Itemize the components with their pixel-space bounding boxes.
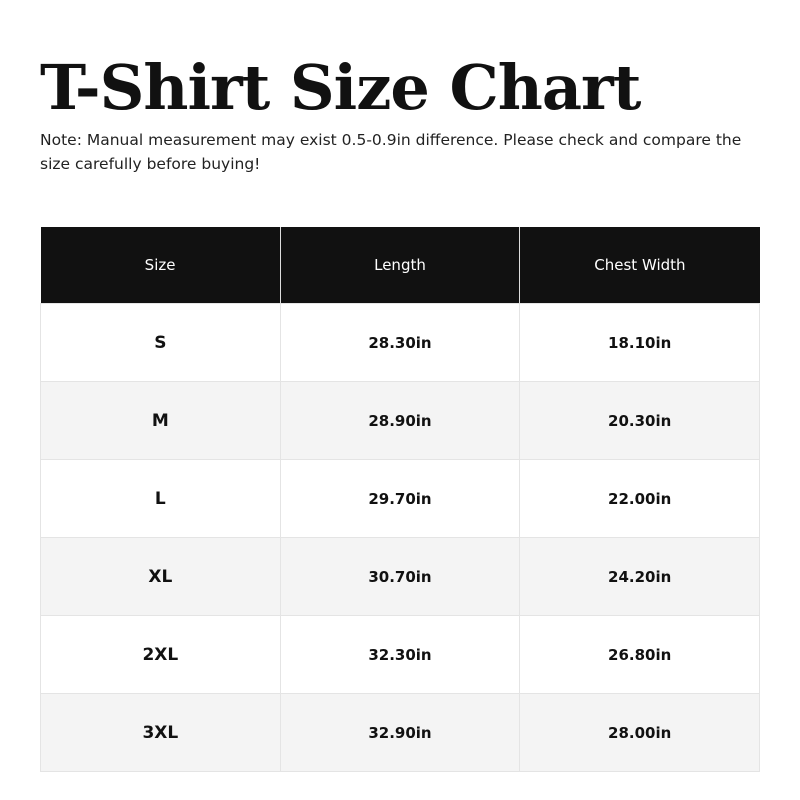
- header-chest-width: Chest Width: [519, 227, 760, 304]
- size-chart-table: Size Length Chest Width S 28.30in 18.10in M…: [40, 227, 760, 772]
- cell-size: S: [40, 303, 281, 382]
- table-row: 3XL 32.90in 28.00in: [40, 693, 760, 772]
- cell-chest-width: 26.80in: [519, 615, 760, 694]
- cell-chest-width: 20.30in: [519, 381, 760, 460]
- cell-size: M: [40, 381, 281, 460]
- cell-length: 28.90in: [279, 381, 521, 460]
- cell-size: 2XL: [40, 615, 281, 694]
- table-header-row: Size Length Chest Width: [40, 227, 760, 304]
- cell-chest-width: 28.00in: [519, 693, 760, 772]
- table-row: M 28.90in 20.30in: [40, 381, 760, 460]
- table-row: S 28.30in 18.10in: [40, 303, 760, 382]
- cell-chest-width: 24.20in: [519, 537, 760, 616]
- measurement-note: Note: Manual measurement may exist 0.5-0…: [40, 131, 742, 173]
- cell-size: 3XL: [40, 693, 281, 772]
- cell-size: L: [40, 459, 281, 538]
- cell-chest-width: 22.00in: [519, 459, 760, 538]
- cell-length: 28.30in: [279, 303, 521, 382]
- header-size: Size: [40, 227, 281, 304]
- cell-chest-width: 18.10in: [519, 303, 760, 382]
- cell-length: 29.70in: [279, 459, 521, 538]
- table-row: 2XL 32.30in 26.80in: [40, 615, 760, 694]
- table-row: L 29.70in 22.00in: [40, 459, 760, 538]
- cell-size: XL: [40, 537, 281, 616]
- cell-length: 32.30in: [279, 615, 521, 694]
- header-length: Length: [279, 227, 520, 304]
- cell-length: 32.90in: [279, 693, 521, 772]
- page-title: T-Shirt Size Chart: [40, 51, 641, 124]
- cell-length: 30.70in: [279, 537, 521, 616]
- table-row: XL 30.70in 24.20in: [40, 537, 760, 616]
